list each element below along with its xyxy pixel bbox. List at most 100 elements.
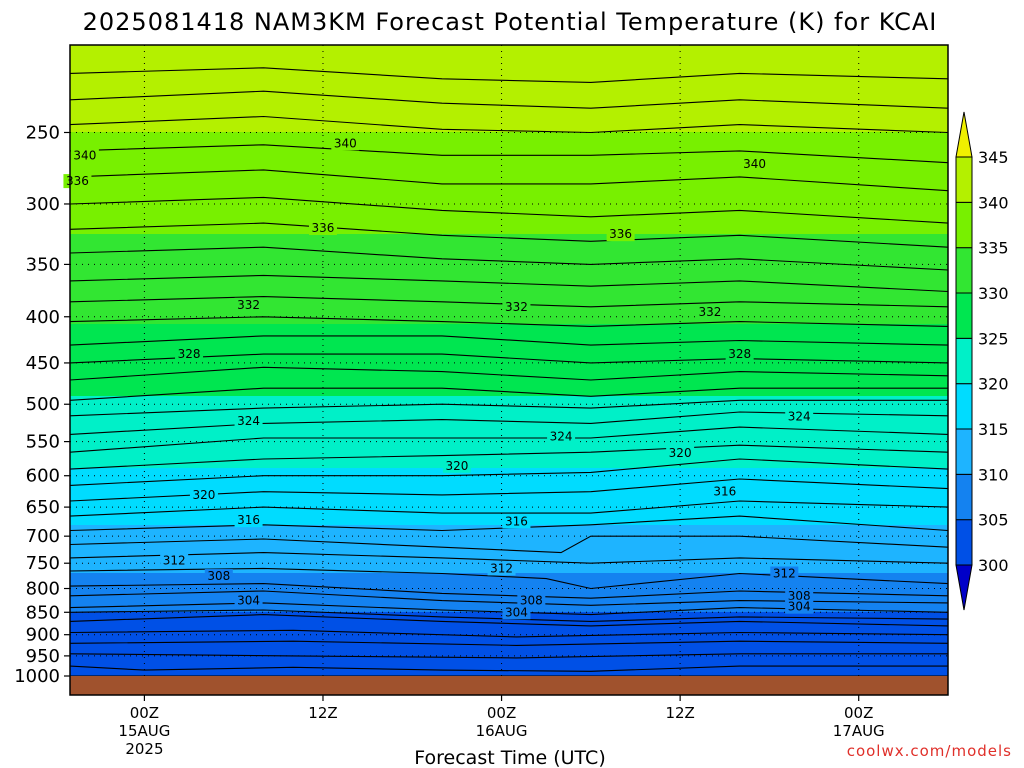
plot-frame — [69, 44, 949, 696]
contour-label-bg — [487, 561, 516, 576]
colorbar-band — [955, 292, 973, 339]
temperature-band — [70, 666, 948, 670]
temperature-band — [70, 72, 948, 76]
temperature-band — [70, 162, 948, 166]
temperature-band — [70, 258, 948, 262]
contour-label-bg — [785, 599, 814, 614]
colorbar-extend-top — [955, 111, 973, 158]
temperature-band — [70, 279, 948, 283]
temperature-band — [70, 438, 948, 442]
contour-label: 320 — [445, 459, 468, 473]
temperature-band — [70, 651, 948, 655]
colorbar-band — [955, 156, 973, 203]
colorbar-band — [955, 201, 973, 249]
y-tick-label: 800 — [26, 579, 60, 600]
contour-label-bg — [204, 569, 233, 584]
temperature-band — [70, 183, 948, 187]
temperature-band — [70, 285, 948, 289]
temperature-band — [70, 159, 948, 163]
temperature-band — [70, 228, 948, 232]
temperature-band — [70, 366, 948, 370]
contour-label: 336 — [312, 221, 335, 235]
temperature-band — [70, 348, 948, 352]
plot-area: 340 340 340 336 336 336 332 332 332 328 328 324 324 3… — [63, 44, 949, 696]
contour-label-bg — [442, 458, 471, 473]
contour-label-bg — [740, 157, 769, 172]
temperature-band — [70, 642, 948, 646]
temperature-band — [70, 123, 948, 127]
x-tick-label: 00Z — [487, 704, 516, 722]
contour-label-bg — [70, 148, 99, 163]
temperature-band — [70, 216, 948, 220]
temperature-band — [70, 657, 948, 661]
contour-label: 324 — [550, 430, 573, 444]
colorbar-band — [955, 473, 973, 521]
contour-line — [69, 316, 949, 327]
temperature-band — [70, 78, 948, 82]
temperature-band — [70, 60, 948, 64]
contour-label-bg — [606, 227, 635, 242]
contour-line — [69, 535, 949, 554]
temperature-band — [70, 327, 948, 331]
x-tick-label: 15AUG — [118, 722, 170, 740]
y-axis: 2503003504004505005506006507007508008509… — [14, 122, 70, 687]
temperature-band — [70, 141, 948, 145]
colorbar-tick-label: 330 — [978, 284, 1009, 303]
x-tick-label: 16AUG — [476, 722, 528, 740]
y-tick-label: 300 — [26, 194, 60, 215]
contour-label: 332 — [505, 300, 528, 314]
temperature-band — [70, 81, 948, 85]
temperature-band — [70, 225, 948, 229]
temperature-band — [70, 387, 948, 391]
temperature-band — [70, 93, 948, 97]
contour-line — [69, 444, 949, 470]
temperature-band — [70, 147, 948, 151]
temperature-band — [70, 486, 948, 490]
contour-line — [69, 614, 949, 627]
temperature-band — [70, 330, 948, 334]
contour-label: 308 — [788, 589, 811, 603]
contour-line — [69, 366, 949, 381]
temperature-band — [70, 219, 948, 223]
contour-label-bg — [234, 297, 263, 312]
contour-line — [69, 411, 949, 435]
temperature-band — [70, 120, 948, 124]
x-tick-label: 17AUG — [833, 722, 885, 740]
temperature-band — [70, 549, 948, 553]
temperature-band — [70, 201, 948, 205]
temperature-band — [70, 126, 948, 130]
temperature-band — [70, 138, 948, 142]
temperature-band — [70, 288, 948, 292]
temperature-band — [70, 360, 948, 364]
contour-line — [69, 629, 949, 638]
contour-label: 320 — [192, 488, 215, 502]
y-tick-label: 250 — [26, 122, 60, 143]
contour-label: 304 — [505, 605, 528, 619]
y-tick-label: 550 — [26, 432, 60, 453]
contour-line — [69, 567, 949, 590]
contour-label: 312 — [490, 561, 513, 575]
contour-line — [69, 353, 949, 364]
contour-label: 312 — [163, 554, 186, 568]
temperature-band — [70, 456, 948, 460]
y-tick-label: 450 — [26, 353, 60, 374]
y-tick-label: 650 — [26, 497, 60, 518]
temperature-band — [70, 144, 948, 148]
temperature-band — [70, 447, 948, 451]
temperature-band — [70, 531, 948, 535]
contour-label-bg — [666, 445, 695, 460]
temperature-band — [70, 276, 948, 280]
contour-label-bg — [189, 487, 218, 502]
temperature-band — [70, 618, 948, 622]
temperature-band — [70, 273, 948, 277]
y-tick-label: 400 — [26, 307, 60, 328]
temperature-band — [70, 252, 948, 256]
temperature-band — [70, 351, 948, 355]
temperature-band — [70, 48, 948, 52]
contour-label-bg — [547, 429, 576, 444]
contour-line — [69, 222, 949, 248]
y-tick-label: 500 — [26, 394, 60, 415]
temperature-band — [70, 354, 948, 358]
temperature-band — [70, 45, 948, 49]
